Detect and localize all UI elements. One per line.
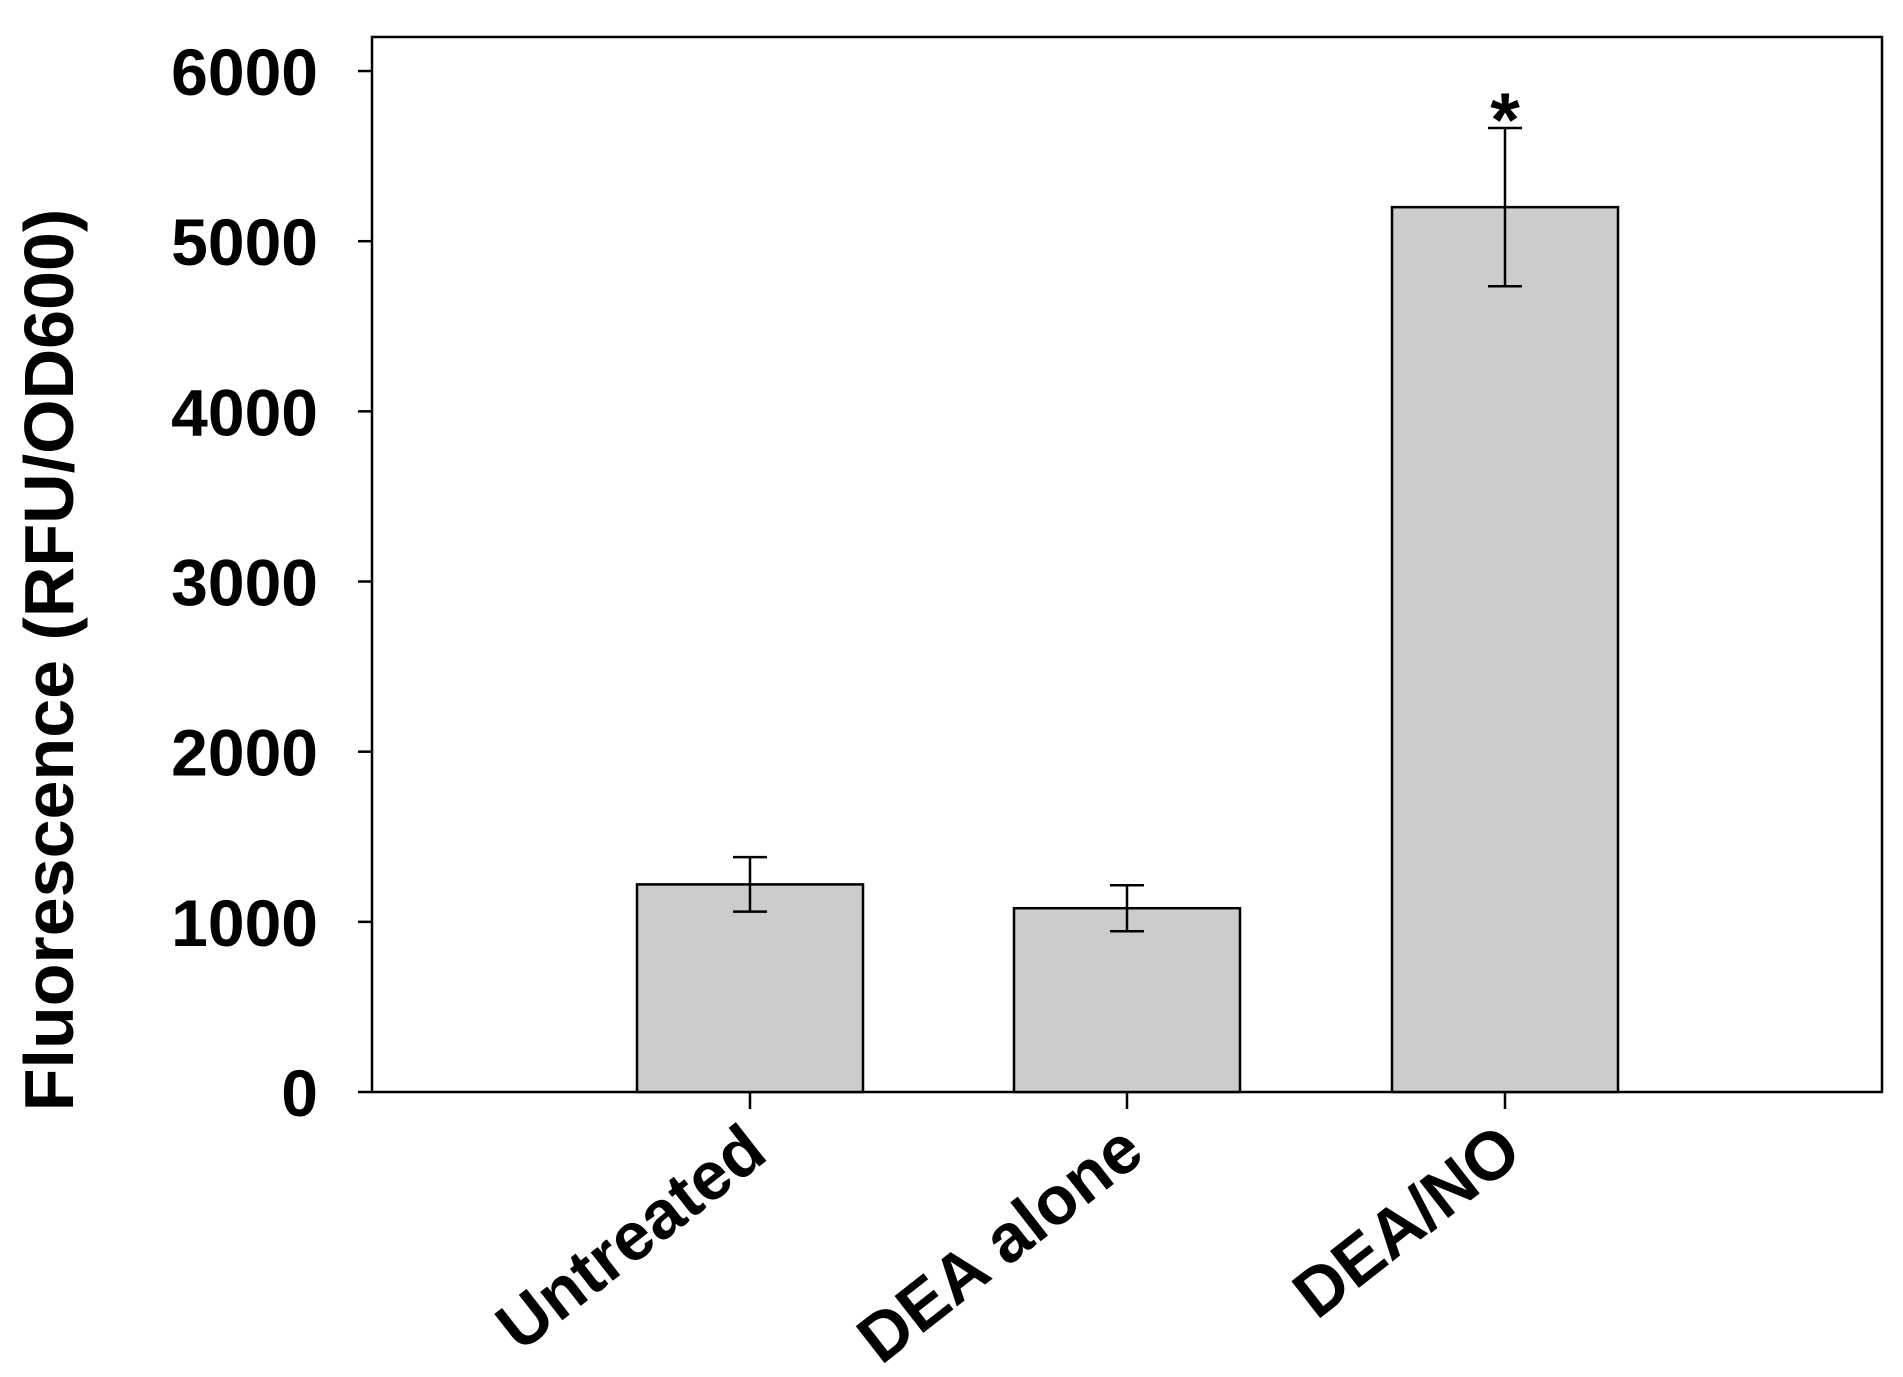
y-axis-title: Fluorescence (RFU/OD600) <box>10 209 88 1111</box>
y-tick-label: 5000 <box>171 205 318 279</box>
significance-marker: * <box>1490 78 1520 163</box>
plot-area: 0 1000 2000 3000 4000 5000 6000 Untreated DEA al… <box>171 35 1884 1377</box>
y-tick-label: 1000 <box>171 886 318 960</box>
x-tick-label: DEA/NO <box>1279 1110 1534 1333</box>
bar <box>1012 906 1242 1094</box>
y-tick-label: 6000 <box>171 35 318 109</box>
x-tick-label: DEA alone <box>843 1110 1156 1377</box>
y-tick-label: 4000 <box>171 375 318 449</box>
x-tick-label: Untreated <box>482 1110 779 1365</box>
y-tick-label: 2000 <box>171 716 318 790</box>
y-tick-label: 0 <box>281 1056 318 1130</box>
y-tick-label: 3000 <box>171 546 318 620</box>
bar <box>635 883 865 1094</box>
bar <box>1390 205 1620 1094</box>
